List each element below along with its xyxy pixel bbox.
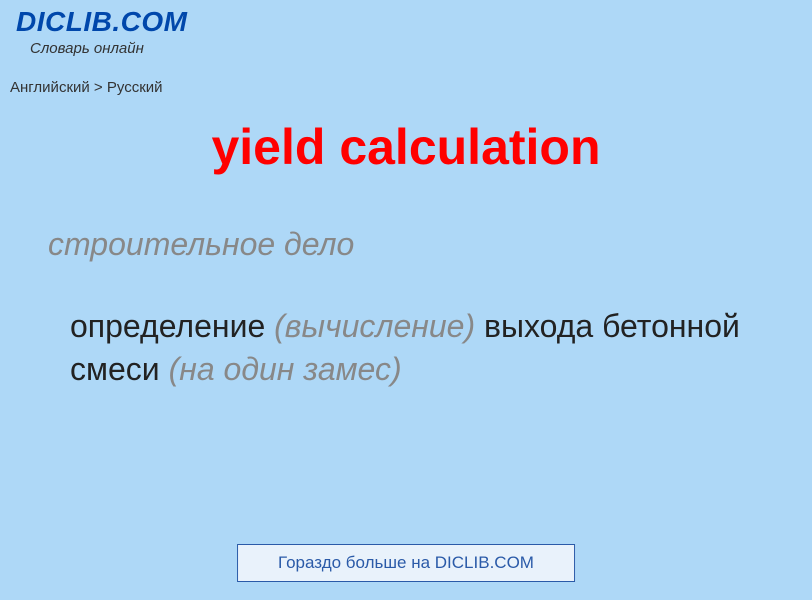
footer-link[interactable]: Гораздо больше на DICLIB.COM (237, 544, 575, 582)
site-title[interactable]: DICLIB.COM (16, 6, 802, 38)
site-subtitle: Словарь онлайн (30, 40, 802, 57)
definition-paren2: (на один замес) (169, 351, 402, 387)
domain-label: строительное дело (0, 226, 812, 263)
definition-paren1: (вычисление) (274, 308, 475, 344)
definition-text: определение (вычисление) выхода бетонной… (0, 305, 812, 391)
entry-title: yield calculation (0, 118, 812, 176)
breadcrumb[interactable]: Английский > Русский (0, 61, 812, 96)
definition-part1: определение (70, 308, 274, 344)
site-header: DICLIB.COM Словарь онлайн (0, 0, 812, 61)
